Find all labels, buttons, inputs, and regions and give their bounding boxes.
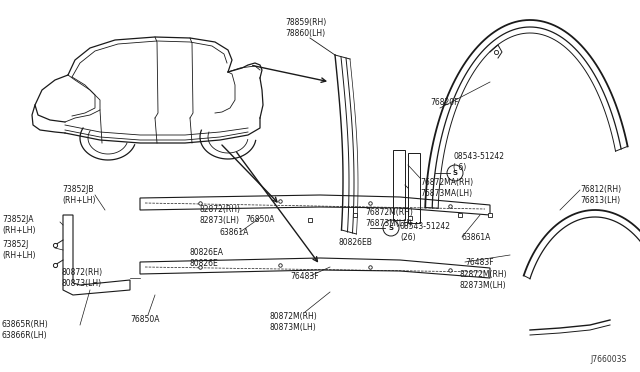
Text: 76850A: 76850A — [130, 315, 159, 324]
Text: J766003S: J766003S — [590, 355, 627, 364]
Text: 76872MA(RH)
76873MA(LH): 76872MA(RH) 76873MA(LH) — [420, 178, 473, 198]
Text: 76820F: 76820F — [430, 98, 458, 107]
Text: 76812(RH)
76813(LH): 76812(RH) 76813(LH) — [580, 185, 621, 205]
Text: 80826EB: 80826EB — [338, 238, 372, 247]
Text: 08543-51242
( 6): 08543-51242 ( 6) — [453, 152, 504, 172]
Text: 73852JA
(RH+LH): 73852JA (RH+LH) — [2, 215, 35, 235]
Text: 76850A: 76850A — [245, 215, 275, 224]
Text: 73852J
(RH+LH): 73852J (RH+LH) — [2, 240, 35, 260]
Text: 76483F: 76483F — [465, 258, 493, 267]
Text: 76483F: 76483F — [290, 272, 319, 281]
Text: 80872(RH)
80873(LH): 80872(RH) 80873(LH) — [62, 268, 103, 288]
Text: S: S — [452, 170, 458, 176]
Text: 82872(RH)
82873(LH): 82872(RH) 82873(LH) — [200, 205, 241, 225]
Text: 63861A: 63861A — [220, 228, 250, 237]
Text: 78859(RH)
78860(LH): 78859(RH) 78860(LH) — [285, 18, 326, 38]
Bar — [408, 153, 420, 223]
Text: 73852JB
(RH+LH): 73852JB (RH+LH) — [62, 185, 95, 205]
Text: 80872M(RH)
80873M(LH): 80872M(RH) 80873M(LH) — [270, 312, 317, 332]
Text: S: S — [388, 225, 394, 231]
Text: 08543-51242
(26): 08543-51242 (26) — [400, 222, 451, 242]
Bar — [393, 150, 405, 220]
Text: 76872M(RH)
76873M(LH): 76872M(RH) 76873M(LH) — [365, 208, 413, 228]
Text: 82872M(RH)
82873M(LH): 82872M(RH) 82873M(LH) — [460, 270, 508, 290]
Text: 63861A: 63861A — [462, 233, 492, 242]
Text: 80826EA
80826E: 80826EA 80826E — [190, 248, 224, 268]
Text: 63865R(RH)
63866R(LH): 63865R(RH) 63866R(LH) — [2, 320, 49, 340]
